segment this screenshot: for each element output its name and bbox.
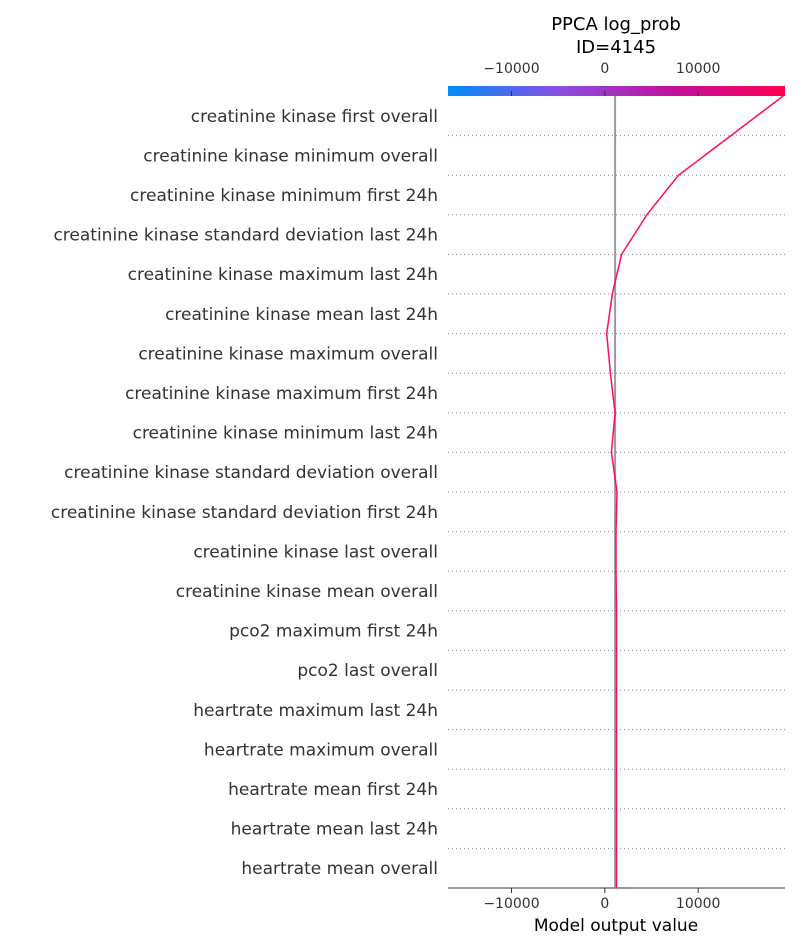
x-tick-label: 0 [600,896,609,912]
chart-title: PPCA log_prob [551,14,681,35]
x-axis-label: Model output value [534,916,698,936]
feature-label: creatinine kinase standard deviation ove… [64,463,438,483]
colorbar-tick-label: 0 [600,61,609,77]
feature-label: creatinine kinase mean last 24h [165,305,438,325]
feature-label: heartrate maximum overall [204,740,438,760]
feature-label: creatinine kinase last overall [193,542,438,562]
feature-label: heartrate mean overall [241,859,438,879]
feature-label: pco2 last overall [297,661,438,681]
feature-label: creatinine kinase minimum overall [143,146,438,166]
colorbar-tick-label: −10000 [483,61,539,77]
feature-label: pco2 maximum first 24h [229,622,438,642]
x-axis: −10000 −10000 0 0 10000 10000 [448,61,785,912]
x-tick-label: −10000 [483,896,539,912]
feature-label: heartrate maximum last 24h [193,701,438,721]
feature-label: creatinine kinase maximum first 24h [125,384,438,404]
chart-subtitle: ID=4145 [576,37,656,58]
decision-path-line [605,95,784,888]
colorbar [448,86,785,96]
feature-label: creatinine kinase maximum last 24h [128,265,438,285]
x-tick-label: 10000 [676,896,721,912]
feature-label: creatinine kinase first overall [191,107,438,127]
feature-label: creatinine kinase minimum first 24h [130,186,438,206]
feature-label: creatinine kinase mean overall [176,582,438,602]
feature-label: creatinine kinase maximum overall [138,344,438,364]
feature-label: creatinine kinase minimum last 24h [133,424,438,444]
feature-label: creatinine kinase standard deviation las… [53,226,438,246]
feature-label: creatinine kinase standard deviation fir… [51,503,438,523]
feature-labels: creatinine kinase first overall creatinin… [51,107,438,879]
colorbar-tick-label: 10000 [676,61,721,77]
feature-label: heartrate mean last 24h [231,820,438,840]
feature-label: heartrate mean first 24h [228,780,438,800]
